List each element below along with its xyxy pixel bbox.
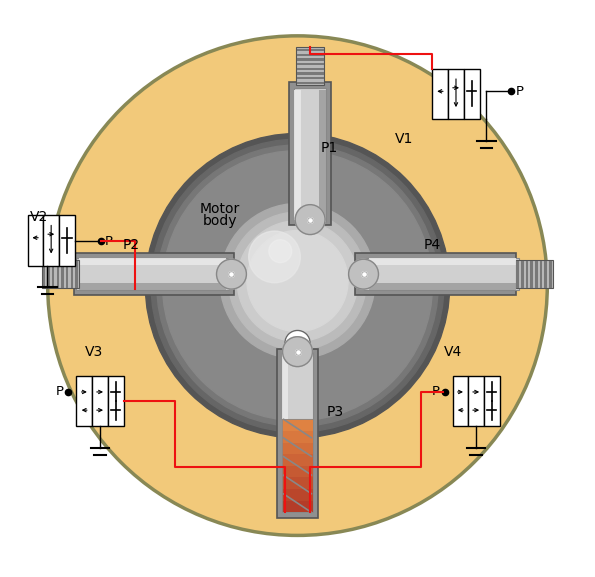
Bar: [535, 261, 537, 288]
Bar: [453, 376, 468, 426]
Bar: [76, 376, 92, 426]
Bar: [79, 258, 226, 265]
Circle shape: [214, 198, 381, 364]
Bar: [297, 54, 324, 56]
Bar: [464, 69, 480, 119]
Bar: [369, 258, 516, 265]
Bar: [281, 430, 314, 443]
Text: P: P: [56, 385, 64, 399]
Text: P: P: [516, 85, 524, 98]
Bar: [448, 69, 464, 119]
Text: Motor: Motor: [200, 203, 240, 216]
Bar: [74, 253, 234, 295]
Circle shape: [269, 239, 292, 263]
Bar: [281, 465, 314, 478]
Circle shape: [283, 337, 312, 366]
Bar: [516, 261, 519, 288]
Text: body: body: [203, 213, 237, 228]
Bar: [47, 261, 50, 288]
Circle shape: [145, 133, 450, 438]
Circle shape: [48, 36, 547, 535]
Bar: [297, 49, 324, 51]
Bar: [281, 500, 314, 512]
Bar: [108, 376, 124, 426]
Text: V2: V2: [30, 209, 48, 224]
Text: V3: V3: [84, 344, 103, 359]
Circle shape: [295, 205, 325, 234]
Text: V4: V4: [443, 344, 462, 359]
Bar: [297, 63, 324, 65]
Bar: [364, 258, 519, 290]
Text: P1: P1: [321, 141, 338, 155]
Bar: [281, 489, 314, 501]
Circle shape: [162, 151, 433, 421]
Circle shape: [217, 259, 246, 289]
Bar: [281, 454, 314, 466]
Bar: [281, 442, 314, 454]
Bar: [79, 283, 226, 290]
Bar: [289, 82, 331, 226]
Bar: [549, 261, 552, 288]
Bar: [369, 283, 516, 290]
Bar: [433, 69, 448, 119]
Circle shape: [157, 145, 438, 426]
Circle shape: [349, 259, 378, 289]
Text: P: P: [432, 385, 440, 399]
Circle shape: [247, 230, 348, 332]
Text: V1: V1: [394, 132, 413, 146]
Bar: [297, 68, 324, 70]
Bar: [52, 261, 55, 288]
Bar: [43, 261, 45, 288]
Bar: [281, 419, 314, 512]
Bar: [61, 261, 64, 288]
Bar: [355, 253, 516, 295]
Bar: [281, 351, 288, 419]
Bar: [92, 376, 108, 426]
Bar: [281, 419, 314, 431]
Bar: [297, 58, 324, 61]
Bar: [521, 261, 524, 288]
Bar: [544, 261, 547, 288]
Bar: [66, 261, 68, 288]
Bar: [296, 47, 324, 85]
Bar: [277, 349, 318, 518]
Bar: [59, 215, 75, 265]
Text: P: P: [105, 235, 112, 248]
Circle shape: [151, 139, 444, 432]
Bar: [468, 376, 484, 426]
Text: P2: P2: [123, 238, 140, 252]
Text: P3: P3: [326, 405, 343, 419]
Text: P4: P4: [424, 238, 441, 252]
Bar: [319, 91, 326, 220]
Bar: [76, 258, 228, 290]
Bar: [297, 77, 324, 80]
Bar: [71, 261, 73, 288]
Bar: [295, 88, 326, 223]
Bar: [484, 376, 500, 426]
Bar: [42, 260, 79, 288]
Circle shape: [220, 204, 375, 358]
Bar: [281, 477, 314, 489]
Bar: [516, 260, 553, 288]
Bar: [27, 215, 43, 265]
Bar: [75, 261, 78, 288]
Bar: [540, 261, 542, 288]
Bar: [297, 81, 324, 84]
Bar: [43, 215, 59, 265]
Bar: [525, 261, 528, 288]
Bar: [295, 91, 300, 220]
Bar: [57, 261, 59, 288]
Circle shape: [237, 221, 358, 342]
Bar: [530, 261, 533, 288]
Bar: [281, 351, 314, 419]
Circle shape: [249, 231, 300, 283]
Circle shape: [285, 331, 310, 355]
Circle shape: [228, 212, 367, 350]
Bar: [297, 72, 324, 75]
